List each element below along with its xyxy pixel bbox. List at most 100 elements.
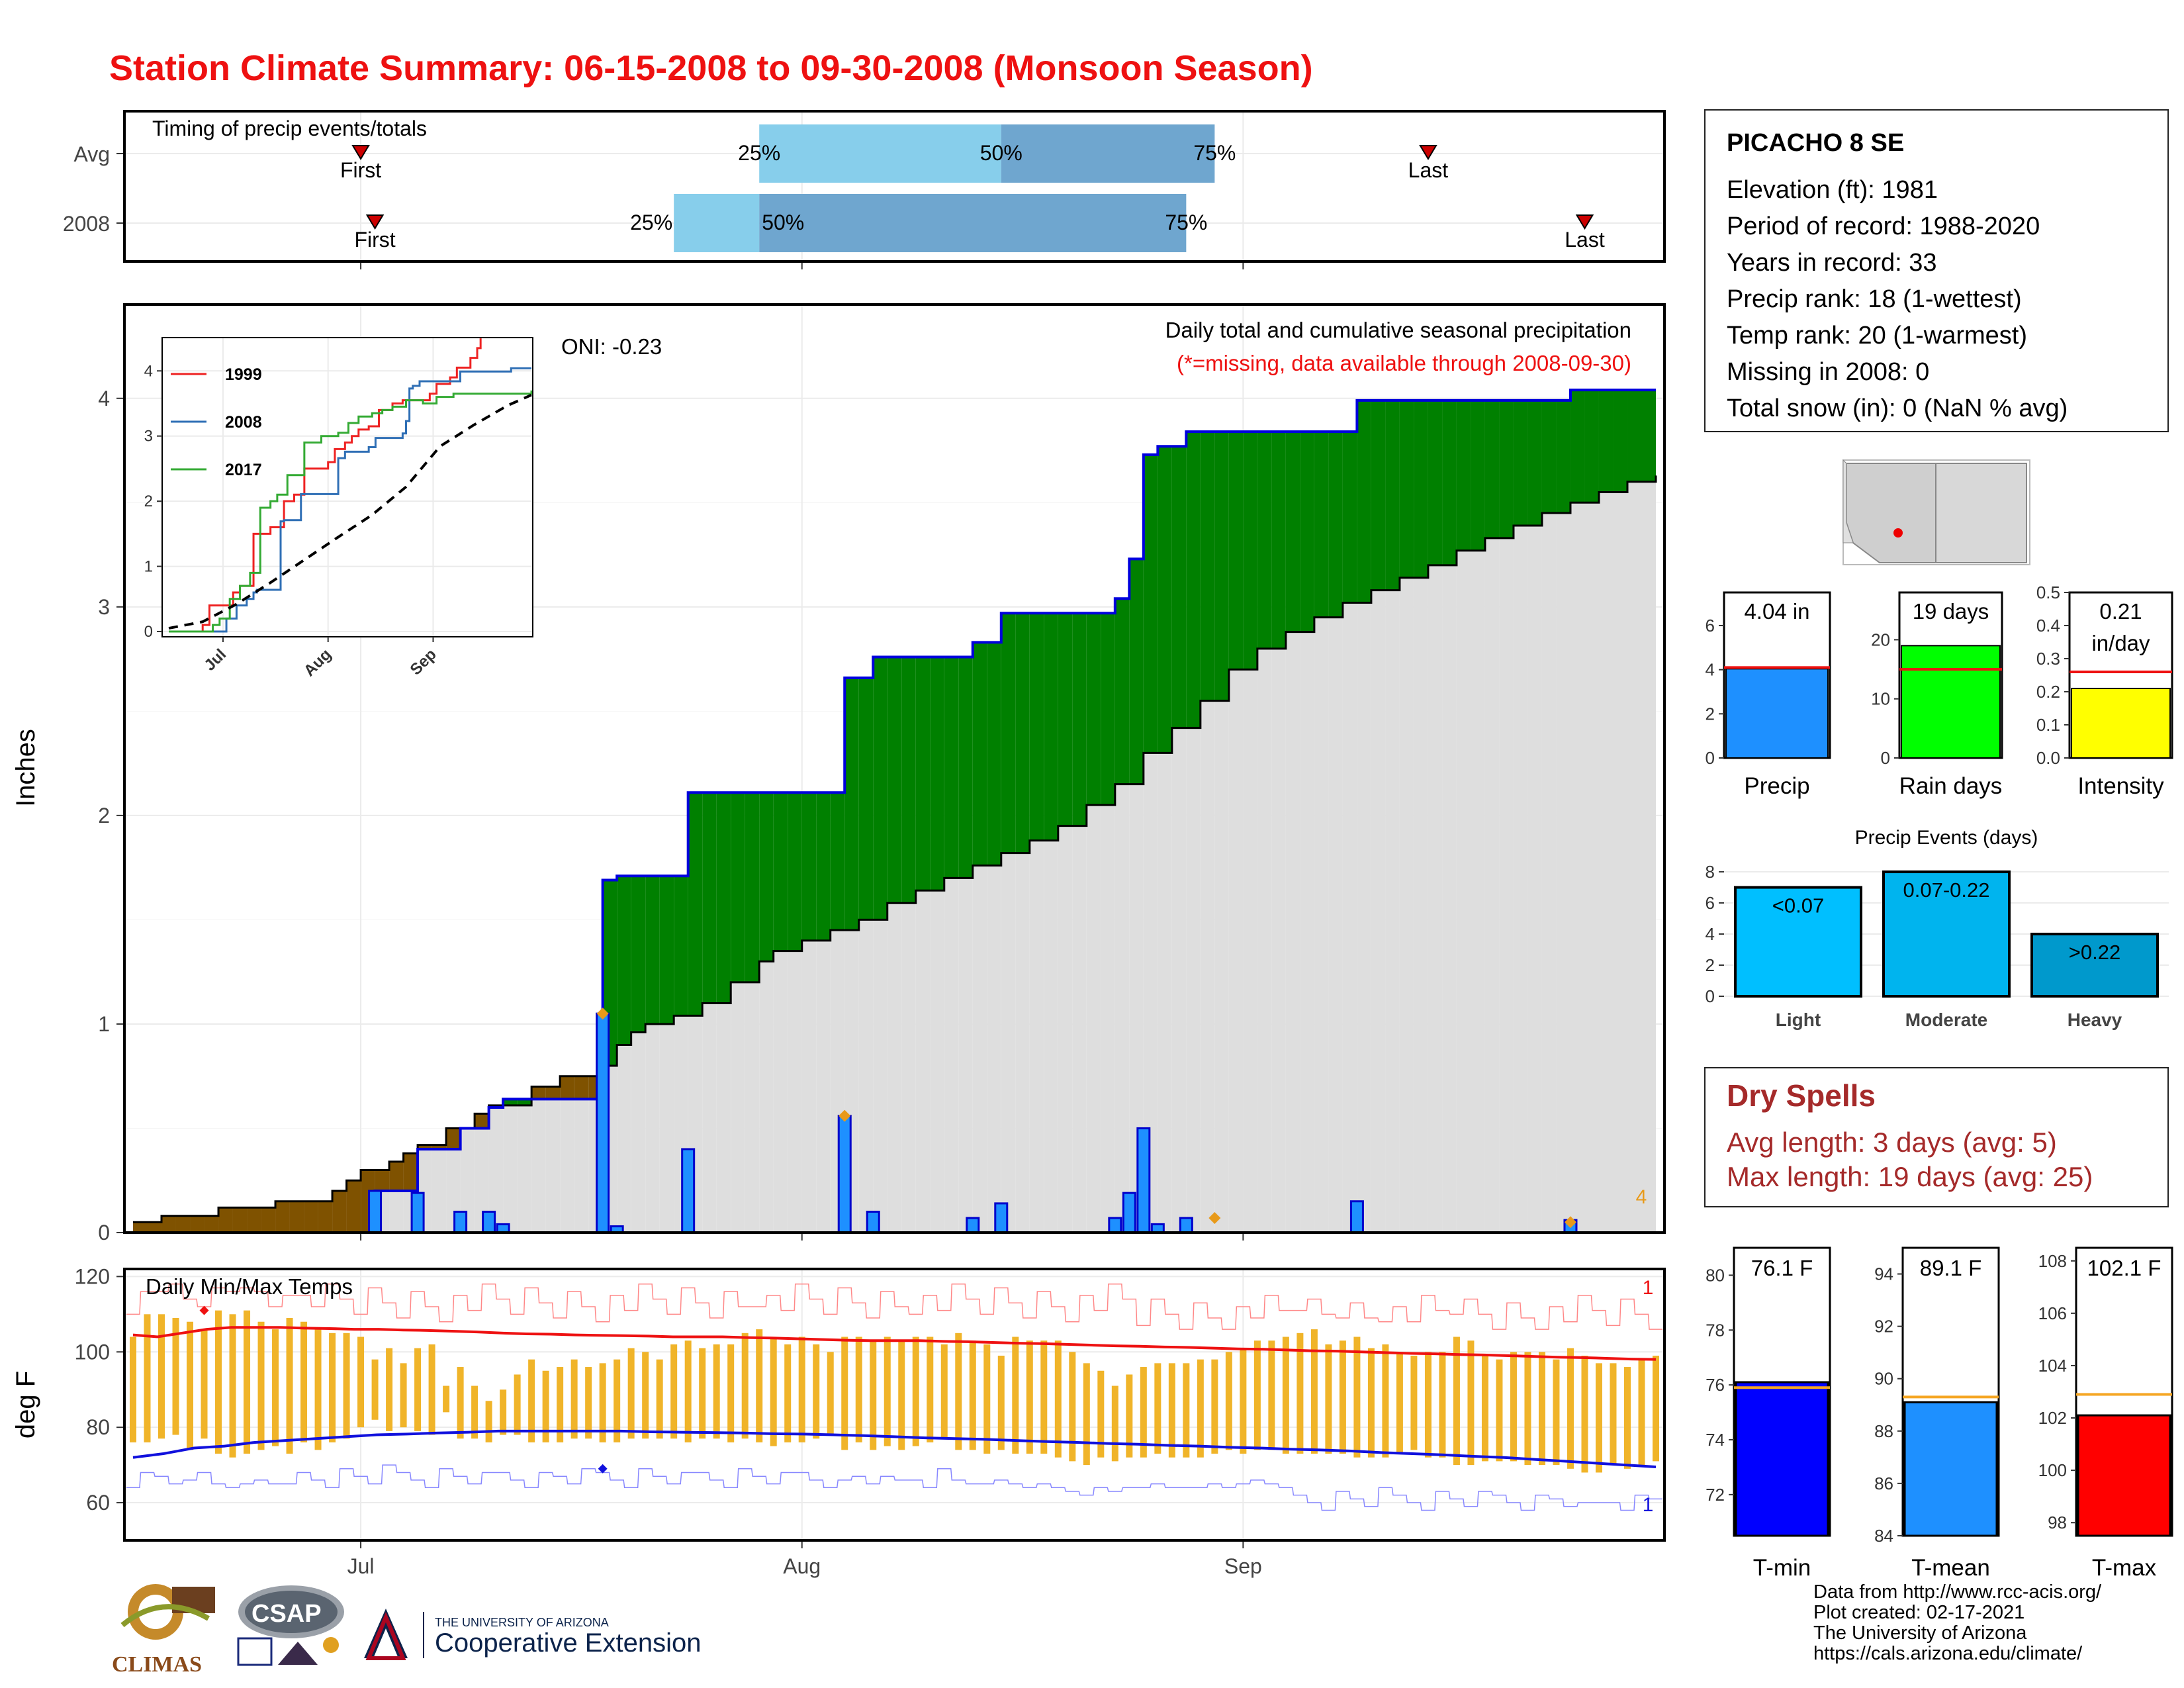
daily-temp-bar: [443, 1385, 450, 1413]
daily-temp-bar: [983, 1344, 991, 1454]
daily-temp-bar: [1054, 1340, 1062, 1458]
main-ytick-label: 3: [98, 595, 110, 619]
daily-temp-bar: [1126, 1374, 1133, 1458]
precip-events-bar-heavy: [2030, 933, 2159, 998]
avg-area-cell: [1200, 700, 1215, 1233]
daily-temp-bar: [841, 1336, 848, 1450]
temp-panel-title: Daily Min/Max Temps: [146, 1274, 353, 1299]
avg-area-cell: [645, 1023, 660, 1233]
below-avg-cell: [318, 1201, 333, 1233]
above-avg-cell: [1058, 613, 1073, 826]
above-avg-cell: [1541, 400, 1557, 514]
above-avg-cell: [745, 792, 760, 982]
daily-temp-bar: [1496, 1359, 1503, 1462]
avg-area-cell: [460, 1128, 475, 1233]
daily-temp-bar: [670, 1344, 678, 1439]
dry-spells-title: Dry Spells: [1727, 1078, 1876, 1113]
avg-area-cell: [1357, 602, 1371, 1233]
temp-xtick-label: Aug: [783, 1554, 821, 1578]
daily-temp-bar: [656, 1359, 663, 1439]
intensity-value-label: in/day: [2091, 631, 2150, 655]
climas-logo: CLIMAS: [109, 1579, 218, 1678]
below-avg-cell: [289, 1201, 304, 1233]
above-avg-cell: [1641, 390, 1656, 482]
station-elevation: Elevation (ft): 1981: [1727, 176, 1938, 204]
chart-title: Station Climate Summary: 06-15-2008 to 0…: [109, 48, 1313, 88]
above-avg-cell: [1158, 446, 1172, 753]
daily-temp-bar: [1510, 1352, 1517, 1462]
tmin-axis-label: T-min: [1753, 1555, 1811, 1581]
daily-temp-bar: [614, 1359, 621, 1442]
avg-area-cell: [574, 1076, 589, 1233]
above-avg-cell: [1598, 390, 1614, 492]
temp-ytick-label: 60: [86, 1491, 110, 1515]
precip-value-label: 4.04 in: [1744, 599, 1809, 624]
dry-spells-max: Max length: 19 days (avg: 25): [1727, 1161, 2093, 1192]
intensity-ytick-label: 0.3: [2036, 649, 2060, 669]
dry-spells-box: Dry Spells Avg length: 3 days (avg: 5) M…: [1704, 1067, 2169, 1207]
precip-events-title: Precip Events (days): [1855, 827, 2038, 849]
credit-url: https://cals.arizona.edu/climate/: [1813, 1643, 2083, 1664]
avg-area-cell: [788, 951, 802, 1233]
inset-series-2017: [169, 390, 533, 633]
daily-temp-bar: [1581, 1355, 1588, 1473]
avg-area-cell: [1101, 805, 1115, 1233]
below-avg-cell: [403, 1153, 418, 1191]
rain-days-ytick-label: 20: [1871, 630, 1890, 649]
daily-precip-bar: [1122, 1192, 1136, 1234]
avg-area-cell: [1342, 602, 1357, 1233]
precip-events-category: Heavy: [2068, 1009, 2122, 1030]
daily-temp-bar: [371, 1359, 379, 1420]
station-period: Period of record: 1988-2020: [1727, 212, 2040, 240]
daily-temp-bar: [798, 1336, 805, 1442]
tmean-ytick-label: 88: [1874, 1421, 1893, 1441]
below-avg-cell: [545, 1086, 561, 1100]
timing-bar-50-75: [1001, 124, 1215, 183]
daily-temp-bar: [1069, 1352, 1076, 1462]
main-note: (*=missing, data available through 2008-…: [1177, 351, 1631, 375]
tmin-ytick-label: 76: [1706, 1375, 1725, 1395]
avg-area-cell: [987, 865, 1001, 1233]
below-avg-cell: [446, 1128, 461, 1149]
below-avg-cell: [574, 1076, 589, 1100]
daily-temp-bar: [1140, 1367, 1147, 1458]
daily-temp-bar: [314, 1329, 322, 1450]
avg-area-cell: [773, 951, 788, 1233]
daily-temp-bar: [343, 1333, 350, 1439]
precip-ytick-label: 6: [1706, 616, 1715, 635]
avg-area-cell: [560, 1076, 574, 1233]
avg-area-cell: [944, 878, 959, 1233]
main-ytick-label: 0: [98, 1221, 110, 1244]
climas-logo-text: CLIMAS: [112, 1652, 202, 1677]
temp-ylabel: deg F: [11, 1371, 40, 1438]
daily-temp-bar: [514, 1374, 521, 1435]
record-low-marker: [598, 1464, 608, 1474]
avg-area-cell: [1541, 513, 1557, 1233]
daily-temp-bar: [940, 1344, 948, 1439]
daily-temp-bar: [1197, 1359, 1204, 1458]
above-avg-cell: [1357, 400, 1371, 603]
rain-days-value-label: 19 days: [1913, 599, 1989, 624]
above-avg-cell: [1086, 613, 1101, 806]
avg-area-cell: [1257, 648, 1272, 1233]
precip-ytick-label: 0: [1706, 748, 1715, 768]
timing-percent-label: 50%: [980, 141, 1023, 165]
intensity-ytick-label: 0.4: [2036, 616, 2060, 635]
oni-label: ONI: -0.23: [561, 334, 662, 359]
above-avg-cell: [788, 792, 802, 951]
ua-extension-logo: THE UNIVERSITY OF ARIZONA Cooperative Ex…: [361, 1605, 731, 1665]
missing-marker: [1208, 1211, 1221, 1224]
above-avg-cell: [731, 792, 745, 982]
station-missing: Missing in 2008: 0: [1727, 358, 1930, 386]
temp-panel-bg: [124, 1269, 1664, 1540]
intensity-bar: [2071, 688, 2171, 759]
cumulative-2008-line: [133, 389, 1656, 1234]
tmin-ytick-label: 74: [1706, 1430, 1725, 1450]
avg-area-cell: [1598, 492, 1614, 1233]
precip-events-category: Light: [1776, 1009, 1821, 1030]
timing-first-marker: [365, 214, 385, 230]
daily-temp-bar: [1424, 1352, 1432, 1458]
main-panel-border: [123, 303, 1666, 1234]
inset-ytick-label: 4: [144, 362, 153, 380]
avg-area-cell: [1285, 632, 1300, 1233]
